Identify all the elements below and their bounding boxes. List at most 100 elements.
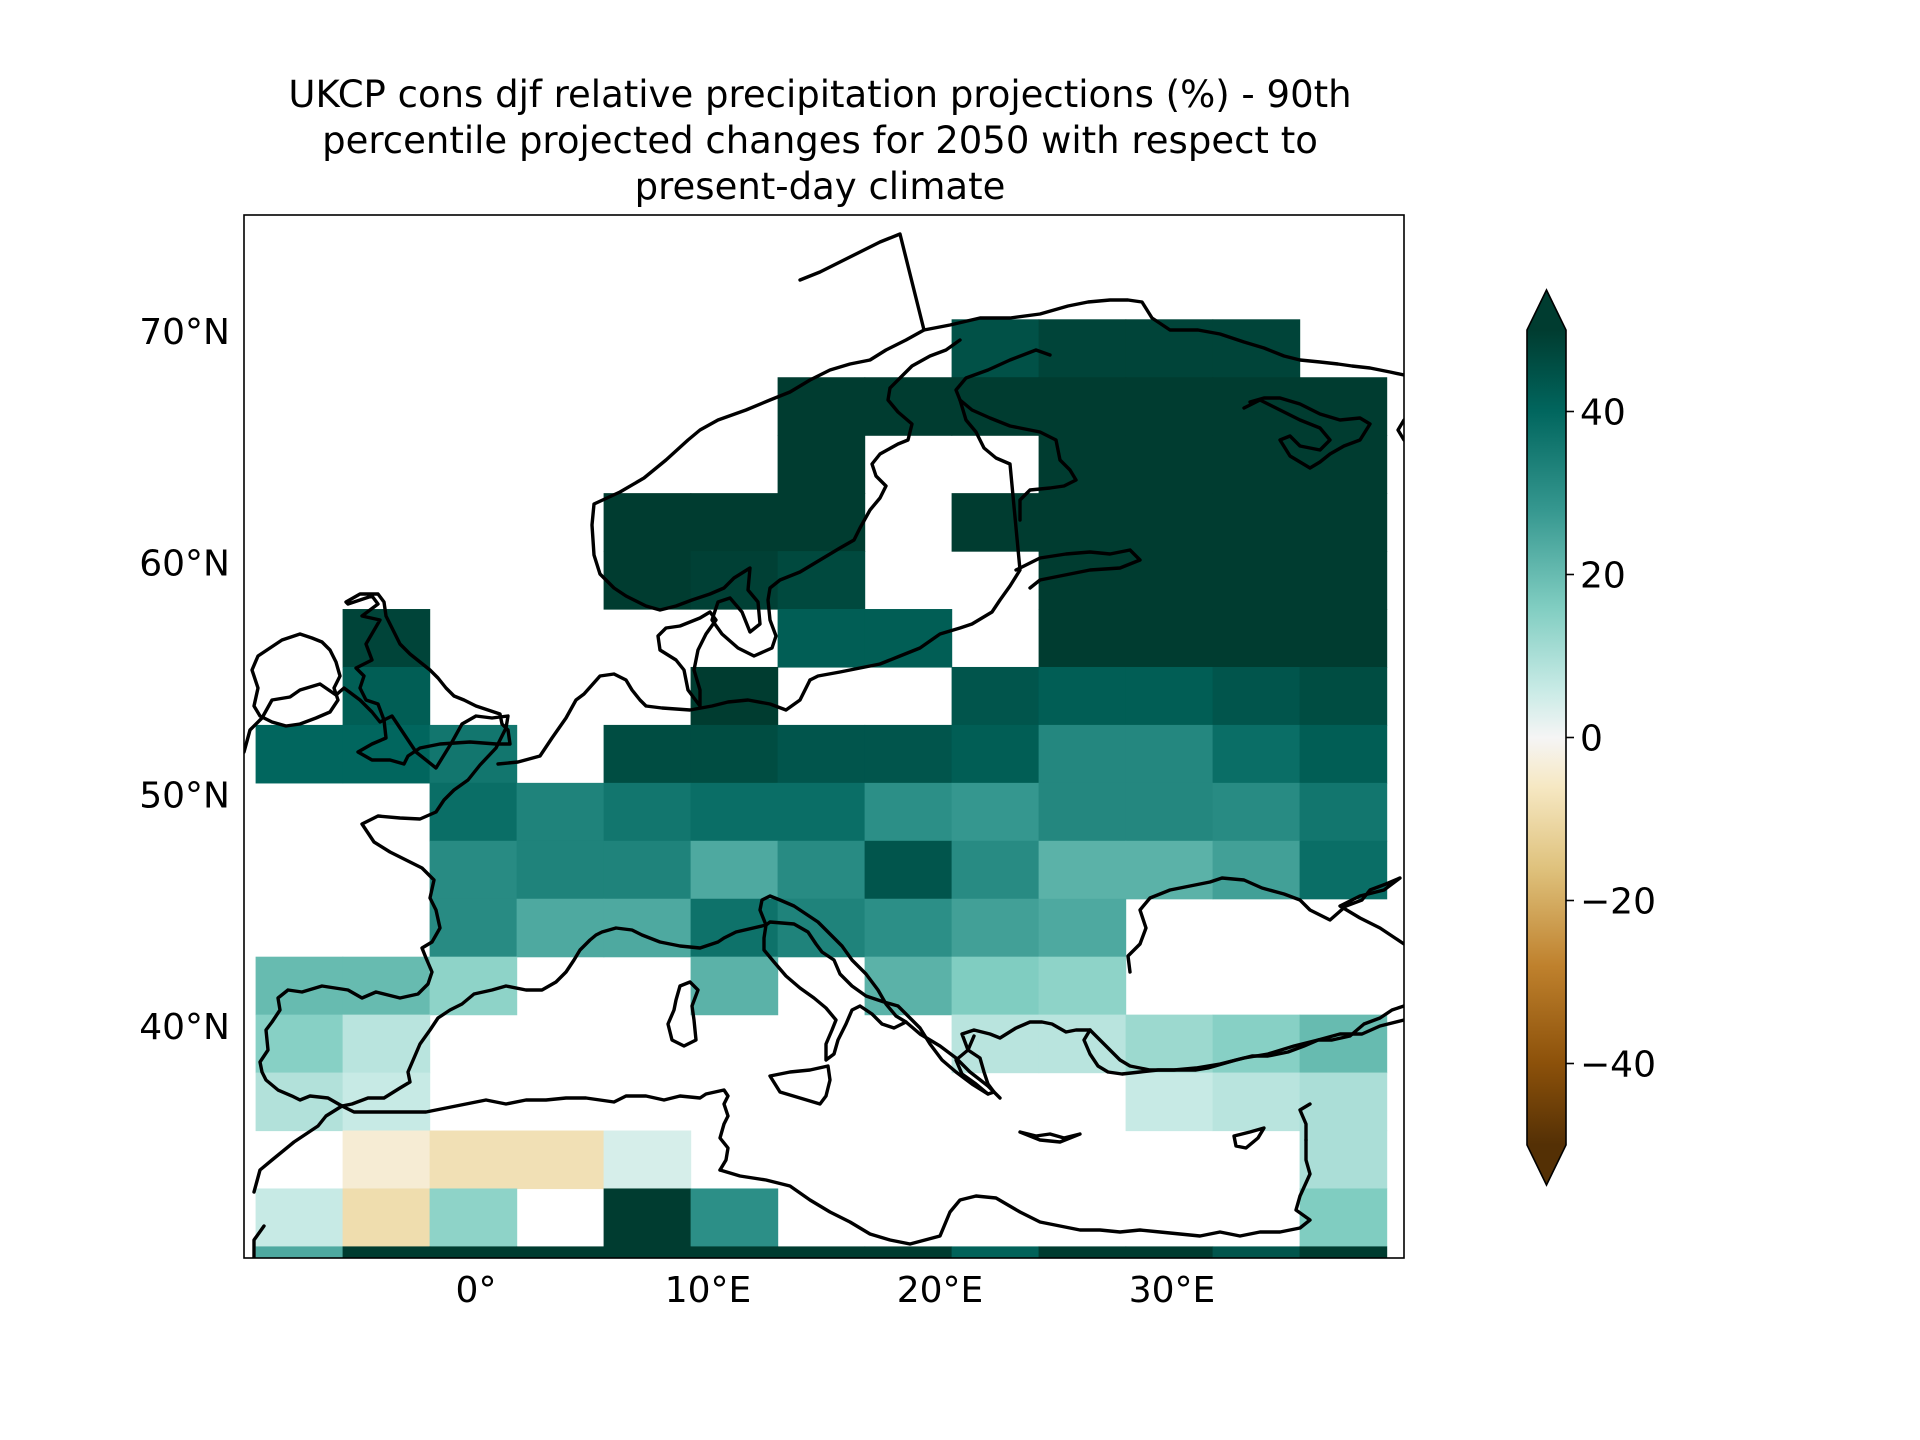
heatmap-cell bbox=[1299, 724, 1388, 784]
coastline-levant bbox=[1298, 1102, 1312, 1142]
heatmap-cell bbox=[1299, 840, 1388, 900]
heatmap-cell bbox=[603, 840, 692, 900]
x-axis-ticks: 0° 10°E 20°E 30°E bbox=[456, 1270, 1216, 1311]
heatmap-cell bbox=[1299, 782, 1388, 842]
heatmap-cell bbox=[951, 840, 1040, 900]
heatmap-cell bbox=[1299, 1014, 1388, 1074]
heatmap-cell bbox=[429, 782, 518, 842]
heatmap-cell bbox=[603, 1130, 692, 1190]
heatmap-cell bbox=[1125, 666, 1214, 726]
heatmap-cell bbox=[255, 1246, 344, 1258]
colorbar-gradient bbox=[1527, 330, 1566, 1145]
heatmap-cell bbox=[1125, 609, 1214, 668]
heatmap-cell bbox=[864, 609, 953, 668]
y-tick-label: 40°N bbox=[139, 1007, 230, 1048]
heatmap-cell bbox=[1038, 840, 1127, 900]
heatmap-cell bbox=[603, 724, 692, 784]
heatmap-cell bbox=[516, 1246, 605, 1258]
heatmap-cell bbox=[1212, 724, 1301, 784]
heatmap-cell bbox=[690, 551, 779, 610]
heatmap-cell bbox=[429, 840, 518, 900]
heatmap-cell bbox=[1125, 724, 1214, 784]
coastline-libya-egypt bbox=[718, 1138, 1312, 1246]
heatmap-cell bbox=[777, 782, 866, 842]
heatmap-cell bbox=[1212, 551, 1301, 610]
heatmap-cell bbox=[1299, 1072, 1388, 1132]
x-tick-label: 30°E bbox=[1129, 1270, 1216, 1311]
heatmap-cell bbox=[1038, 551, 1127, 610]
heatmap-cell bbox=[1038, 319, 1127, 378]
heatmap-cell bbox=[777, 435, 866, 494]
heatmap-cell bbox=[603, 782, 692, 842]
heatmap-cell bbox=[1038, 435, 1127, 494]
heatmap-cell bbox=[777, 840, 866, 900]
heatmap-cell bbox=[951, 1246, 1040, 1258]
coastline-aegean bbox=[954, 1034, 990, 1096]
coastline-turkey bbox=[1088, 1018, 1404, 1072]
heatmap-cell bbox=[951, 724, 1040, 784]
heatmap-cell bbox=[1125, 493, 1214, 552]
heatmap-cell bbox=[690, 1246, 779, 1258]
heatmap-cell bbox=[690, 956, 779, 1016]
heatmap-cell bbox=[1038, 609, 1127, 668]
heatmap-cell bbox=[342, 1130, 431, 1190]
heatmap-cell bbox=[1299, 609, 1388, 668]
heatmap-cell bbox=[777, 377, 866, 436]
heatmap-cell bbox=[951, 898, 1040, 958]
heatmap-cell bbox=[1038, 377, 1127, 436]
heatmap-cell bbox=[1038, 898, 1127, 958]
coastline-kola bbox=[1396, 418, 1404, 442]
heatmap-cell bbox=[690, 666, 779, 726]
heatmap-cell bbox=[777, 724, 866, 784]
heatmap-cell bbox=[1299, 666, 1388, 726]
heatmap-cell bbox=[777, 609, 866, 668]
heatmap-cell bbox=[1212, 319, 1301, 378]
chart-title: UKCP cons djf relative precipitation pro… bbox=[170, 72, 1470, 210]
heatmap-cell bbox=[1212, 1246, 1301, 1258]
title-line-1: UKCP cons djf relative precipitation pro… bbox=[288, 73, 1352, 116]
heatmap-cell bbox=[951, 377, 1040, 436]
heatmap-cell bbox=[429, 1246, 518, 1258]
coastline-gb bbox=[344, 592, 512, 766]
coastline-finland bbox=[808, 348, 1052, 682]
heatmap-cell bbox=[1038, 493, 1127, 552]
heatmap-cell bbox=[603, 493, 692, 552]
heatmap-cell bbox=[1212, 782, 1301, 842]
colorbar-extend-min bbox=[1527, 1145, 1566, 1185]
heatmap-cell bbox=[1212, 1072, 1301, 1132]
heatmap-cell bbox=[516, 782, 605, 842]
x-tick-label: 10°E bbox=[665, 1270, 752, 1311]
coastline-corsica-sardinia bbox=[666, 980, 700, 1048]
heatmap-cell bbox=[1212, 435, 1301, 494]
heatmap-cell bbox=[1038, 724, 1127, 784]
heatmap-cell bbox=[777, 898, 866, 958]
heatmap-cell bbox=[255, 724, 344, 784]
heatmap-cell bbox=[951, 493, 1040, 552]
coastline-baltic-south bbox=[496, 672, 812, 766]
heatmap-cell bbox=[951, 956, 1040, 1016]
heatmap-cell bbox=[1299, 551, 1388, 610]
heatmap-cell bbox=[342, 1188, 431, 1248]
coastline-black-sea bbox=[1126, 876, 1404, 974]
heatmap-cell bbox=[1299, 1246, 1388, 1258]
heatmap-cells bbox=[255, 319, 1388, 1258]
heatmap-cell bbox=[342, 1246, 431, 1258]
heatmap-cell bbox=[951, 666, 1040, 726]
heatmap-cell bbox=[516, 1130, 605, 1190]
coastline-scandinavia bbox=[798, 232, 1404, 377]
heatmap-cell bbox=[1299, 493, 1388, 552]
colorbar-tick-label: 20 bbox=[1580, 556, 1626, 597]
heatmap-cell bbox=[864, 840, 953, 900]
coastline-ireland bbox=[250, 632, 342, 728]
coastline-sicily bbox=[768, 1064, 832, 1106]
heatmap-cell bbox=[690, 782, 779, 842]
heatmap-cell bbox=[255, 1188, 344, 1248]
heatmap-cell bbox=[1299, 377, 1388, 436]
coastlines bbox=[244, 232, 1404, 1258]
y-tick-label: 60°N bbox=[139, 544, 230, 585]
heatmap-cell bbox=[1212, 609, 1301, 668]
heatmap-cell bbox=[1212, 840, 1301, 900]
coastline-tunisia-libya bbox=[340, 1088, 730, 1172]
y-axis-ticks: 40°N 50°N 60°N 70°N bbox=[139, 312, 230, 1048]
